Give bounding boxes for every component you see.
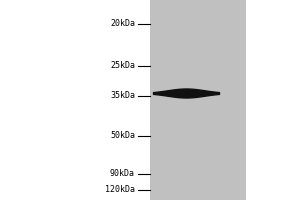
- Text: 120kDa: 120kDa: [105, 186, 135, 194]
- Text: 35kDa: 35kDa: [110, 92, 135, 100]
- Text: 20kDa: 20kDa: [110, 20, 135, 28]
- Text: 25kDa: 25kDa: [110, 62, 135, 71]
- Bar: [150, 0, 246, 200]
- Text: 50kDa: 50kDa: [110, 132, 135, 140]
- Text: 90kDa: 90kDa: [110, 170, 135, 178]
